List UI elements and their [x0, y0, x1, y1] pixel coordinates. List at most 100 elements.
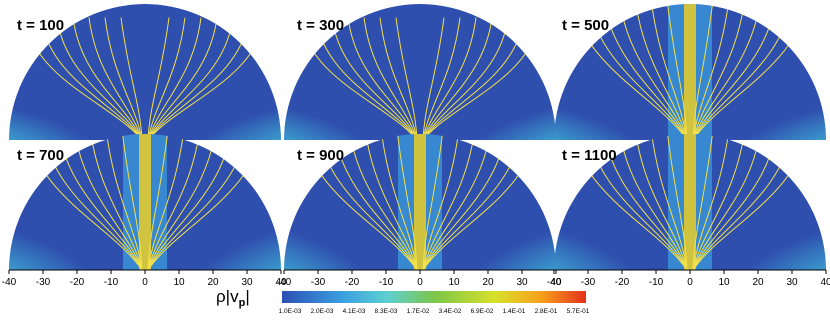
field-line [147, 17, 218, 140]
field-line [147, 134, 202, 270]
field-line [331, 17, 418, 140]
panel [284, 4, 556, 140]
field-line [422, 134, 445, 270]
colorbar-tick-label: 4.1E-03 [343, 308, 366, 315]
field-line [692, 134, 715, 270]
x-tick-label: 10 [173, 277, 185, 288]
field-line [56, 17, 143, 140]
heat-center [360, 250, 480, 270]
heat-left [9, 95, 119, 140]
field-line [422, 17, 445, 140]
panel-label: t = 700 [17, 147, 64, 164]
colorbar [282, 291, 586, 303]
field-line [692, 134, 747, 270]
panel [554, 4, 826, 140]
field-line [347, 17, 418, 140]
panel-label: t = 500 [562, 17, 609, 34]
jet-core [684, 134, 696, 270]
x-tick-label: -30 [581, 277, 596, 288]
heat-left [9, 215, 119, 270]
heat-left [554, 95, 664, 140]
heat-center [85, 120, 205, 140]
field-line [422, 134, 461, 270]
field-line [147, 134, 170, 270]
colorbar-label: ρ|vp| [216, 287, 250, 309]
colorbar-tick-label: 2.0E-03 [311, 308, 334, 315]
x-tick-label: 10 [718, 277, 730, 288]
field-line [395, 17, 418, 140]
field-line [147, 17, 186, 140]
colorbar-tick-label: 1.4E-01 [503, 308, 526, 315]
x-tick-label: -10 [379, 277, 394, 288]
field-line [692, 134, 731, 270]
field-line [692, 4, 747, 140]
x-tick-label: 0 [417, 277, 423, 288]
heat-center [85, 250, 205, 270]
panel-label: t = 300 [297, 17, 344, 34]
heat-left [284, 95, 394, 140]
x-tick-label: 30 [516, 277, 528, 288]
x-tick-label: -30 [36, 277, 51, 288]
panel-label: t = 100 [17, 17, 64, 34]
heat-left [554, 215, 664, 270]
field-line [422, 17, 493, 140]
field-line [422, 134, 477, 270]
field-line [379, 17, 418, 140]
heat-right [716, 95, 826, 140]
field-line [104, 134, 143, 270]
field-line [692, 4, 731, 140]
heat-right [171, 215, 281, 270]
x-tick-label: 30 [786, 277, 798, 288]
x-tick-label: -40 [277, 277, 292, 288]
field-line [147, 134, 186, 270]
field-line [422, 17, 477, 140]
heat-left [284, 215, 394, 270]
field-line [147, 17, 202, 140]
panel-label: t = 1100 [562, 147, 617, 164]
field-line [649, 134, 688, 270]
x-tick-label: 40 [550, 277, 562, 288]
heat-center [630, 250, 750, 270]
panel [9, 4, 281, 140]
field-line [422, 17, 509, 140]
panel [9, 134, 281, 270]
field-line [422, 17, 461, 140]
x-tick-label: -40 [547, 277, 562, 288]
x-tick-label: 30 [241, 277, 253, 288]
colorbar-ticks: 1.0E-03 2.0E-03 4.1E-03 8.3E-03 1.7E-02 3.4E-… [279, 308, 590, 315]
heat-center [360, 120, 480, 140]
x-tick-label: 10 [448, 277, 460, 288]
x-tick-label: -10 [649, 277, 664, 288]
field-line [147, 17, 234, 140]
heat-right [446, 215, 556, 270]
colorbar-tick-label: 8.3E-03 [375, 308, 398, 315]
field-line [88, 17, 143, 140]
field-line [88, 134, 143, 270]
x-tick-label: 40 [820, 277, 830, 288]
colorbar-tick-label: 1.0E-03 [279, 308, 302, 315]
x-tick-label: 20 [207, 277, 219, 288]
x-tick-label: 20 [482, 277, 494, 288]
x-tick-label: -20 [70, 277, 85, 288]
jet-core [684, 4, 696, 140]
heat-right [171, 95, 281, 140]
field-line [72, 17, 143, 140]
field-line [120, 134, 143, 270]
panel-label: t = 900 [297, 147, 344, 164]
x-tick-label: 0 [142, 277, 148, 288]
field-line [104, 17, 143, 140]
field-line [665, 134, 688, 270]
panel [284, 134, 556, 270]
x-tick-label: -20 [615, 277, 630, 288]
colorbar-tick-label: 6.9E-02 [471, 308, 494, 315]
x-tick-label: 40 [275, 277, 287, 288]
x-axes: -40 -30 -20 -10 0 10 20 30 40-40 -30 -20 -10 0 10 20 30… [2, 269, 830, 288]
heat-center [630, 120, 750, 140]
x-tick-label: -10 [104, 277, 119, 288]
field-line [120, 17, 143, 140]
colorbar-tick-label: 2.8E-01 [535, 308, 558, 315]
field-line [147, 17, 170, 140]
x-tick-label: 20 [752, 277, 764, 288]
heat-right [716, 215, 826, 270]
field-line [665, 4, 688, 140]
